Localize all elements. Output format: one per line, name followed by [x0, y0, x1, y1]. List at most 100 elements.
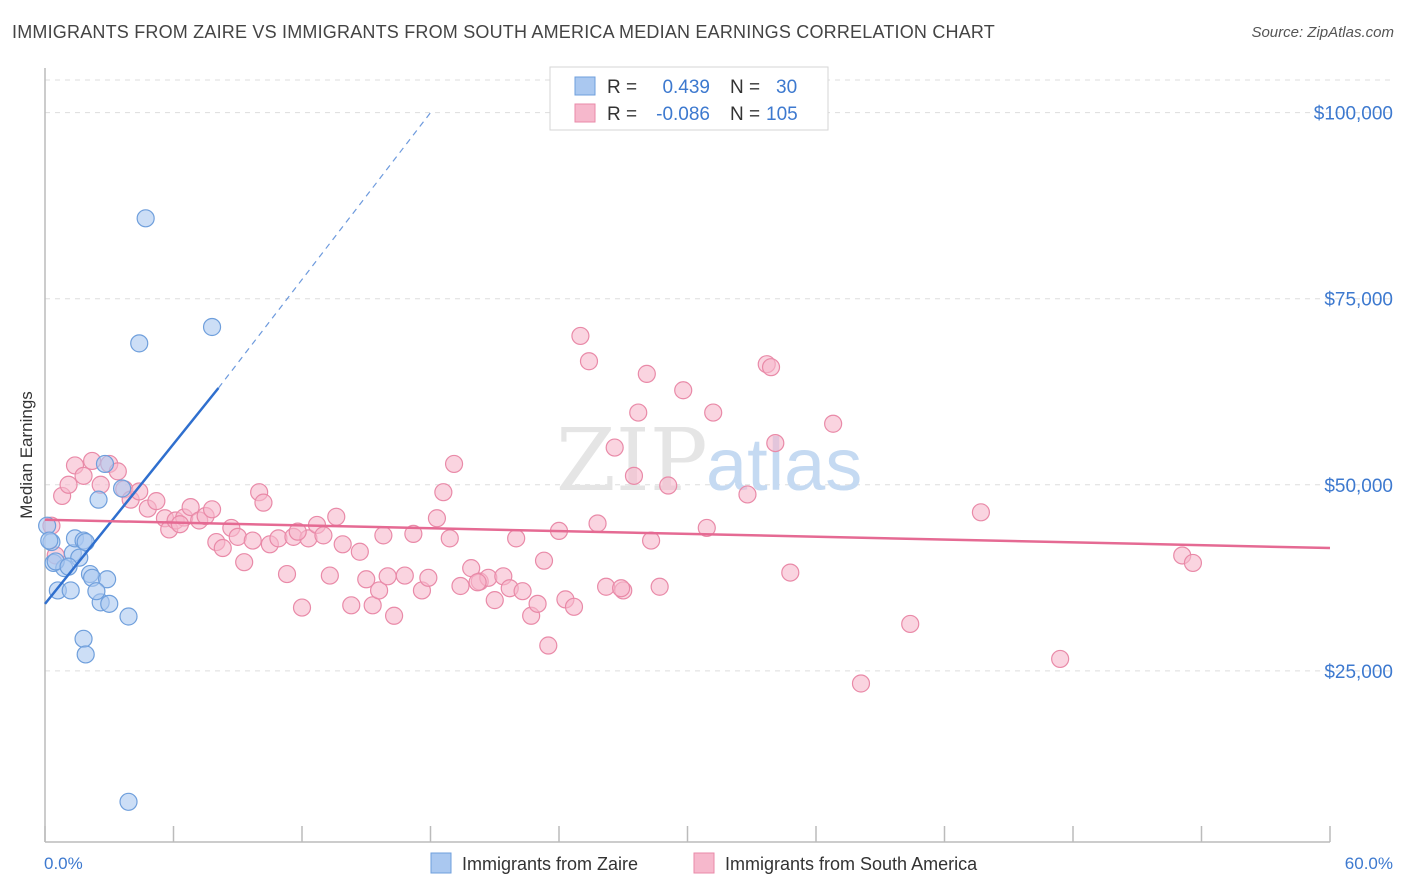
data-point-zaire — [98, 570, 117, 589]
data-point-south-america — [288, 522, 307, 541]
data-point-south-america — [327, 507, 346, 526]
data-point-south-america — [597, 577, 616, 596]
data-point-south-america — [419, 568, 438, 587]
data-point-zaire — [76, 532, 95, 552]
data-point-south-america — [277, 564, 297, 584]
data-point-south-america — [468, 573, 487, 592]
data-point-south-america — [571, 326, 590, 346]
trend-line-south-america — [44, 518, 1331, 550]
data-point-south-america — [564, 597, 584, 616]
data-point-south-america — [213, 538, 232, 558]
data-point-south-america — [395, 566, 414, 585]
series-legend: Immigrants from Zaire Immigrants from So… — [430, 852, 978, 874]
legend-r-label-sa: R = — [607, 104, 637, 125]
data-point-south-america — [434, 483, 453, 502]
x-ticks — [44, 826, 1331, 842]
data-point-south-america — [228, 527, 247, 546]
data-point-south-america — [629, 403, 648, 422]
data-point-zaire — [119, 607, 138, 626]
data-point-south-america — [292, 598, 312, 617]
data-point-south-america — [357, 570, 376, 589]
data-point-south-america — [91, 475, 110, 494]
data-point-south-america — [130, 482, 149, 501]
watermark: ZIP atlas — [556, 411, 862, 511]
data-point-south-america — [378, 567, 397, 586]
y-tick-label: $50,000 — [1324, 476, 1393, 497]
data-point-south-america — [1051, 649, 1070, 669]
correlation-legend: R = 0.439 N = 30 R = -0.086 N = 105 — [549, 66, 829, 131]
data-point-south-america — [374, 526, 393, 545]
legend-n-label-zaire: N = — [730, 77, 760, 98]
data-point-south-america — [738, 485, 757, 504]
data-point-south-america — [704, 403, 723, 422]
series-legend-swatch-sa — [693, 852, 715, 874]
trend-line-zaire-extension — [217, 112, 431, 389]
data-point-south-america — [605, 438, 624, 457]
data-point-south-america — [761, 358, 781, 377]
data-point-zaire — [112, 479, 132, 498]
data-point-south-america — [528, 594, 547, 613]
legend-n-value-sa: 105 — [766, 104, 798, 125]
chart-title: IMMIGRANTS FROM ZAIRE VS IMMIGRANTS FROM… — [12, 22, 995, 42]
series-legend-label-zaire: Immigrants from Zaire — [462, 854, 638, 874]
data-point-south-america — [320, 566, 339, 585]
data-point-south-america — [74, 466, 93, 485]
data-point-zaire — [40, 531, 59, 550]
legend-r-value-sa: -0.086 — [656, 104, 710, 125]
data-point-south-america — [971, 503, 991, 522]
y-tick-label: $100,000 — [1314, 104, 1393, 125]
legend-swatch-zaire — [574, 76, 596, 96]
data-point-south-america — [851, 674, 871, 693]
series-legend-swatch-zaire — [430, 852, 452, 874]
data-point-south-america — [269, 529, 288, 548]
data-point-south-america — [588, 514, 607, 533]
watermark-zip: ZIP — [556, 411, 708, 511]
data-point-south-america — [766, 433, 785, 453]
series-zaire-points — [38, 209, 222, 811]
trend-lines — [44, 112, 1331, 605]
data-point-south-america — [440, 529, 459, 548]
data-point-south-america — [444, 454, 464, 474]
legend-r-label-zaire: R = — [607, 77, 637, 98]
data-point-south-america — [254, 493, 273, 512]
data-point-south-america — [342, 596, 361, 615]
data-point-south-america — [534, 551, 554, 570]
data-point-south-america — [370, 581, 389, 600]
y-tick-label: $75,000 — [1324, 290, 1393, 311]
data-point-south-america — [824, 414, 843, 433]
data-point-south-america — [650, 577, 669, 596]
data-point-south-america — [612, 579, 631, 598]
x-tick-label-max: 60.0% — [1345, 854, 1393, 873]
data-point-south-america — [507, 529, 526, 548]
source-label: Source: ZipAtlas.com — [1251, 24, 1394, 41]
data-point-zaire — [76, 645, 95, 664]
data-point-zaire — [95, 454, 115, 474]
data-point-south-america — [697, 518, 716, 538]
legend-r-value-zaire: 0.439 — [662, 77, 710, 98]
data-point-zaire — [74, 629, 93, 648]
data-point-zaire — [202, 317, 222, 337]
data-point-zaire — [100, 594, 119, 613]
data-point-south-america — [427, 509, 447, 528]
data-point-zaire — [119, 792, 138, 811]
watermark-atlas: atlas — [706, 423, 862, 506]
data-point-zaire — [89, 490, 108, 509]
data-point-south-america — [243, 531, 262, 550]
data-point-south-america — [384, 606, 404, 625]
y-axis-title: Median Earnings — [17, 391, 36, 519]
data-point-south-america — [170, 515, 190, 534]
y-tick-label: $25,000 — [1324, 662, 1393, 683]
legend-box — [549, 66, 829, 131]
data-point-south-america — [404, 524, 423, 543]
data-point-south-america — [513, 582, 532, 601]
grid-lines — [45, 79, 1393, 672]
data-point-south-america — [451, 576, 470, 596]
data-point-zaire — [61, 581, 80, 600]
series-legend-label-sa: Immigrants from South America — [725, 854, 978, 874]
data-point-south-america — [781, 563, 800, 582]
data-point-south-america — [659, 476, 678, 495]
trend-line-zaire — [44, 387, 220, 605]
data-point-south-america — [579, 352, 599, 371]
data-point-zaire — [130, 334, 149, 353]
